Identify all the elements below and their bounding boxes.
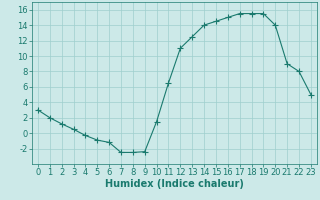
X-axis label: Humidex (Indice chaleur): Humidex (Indice chaleur): [105, 179, 244, 189]
